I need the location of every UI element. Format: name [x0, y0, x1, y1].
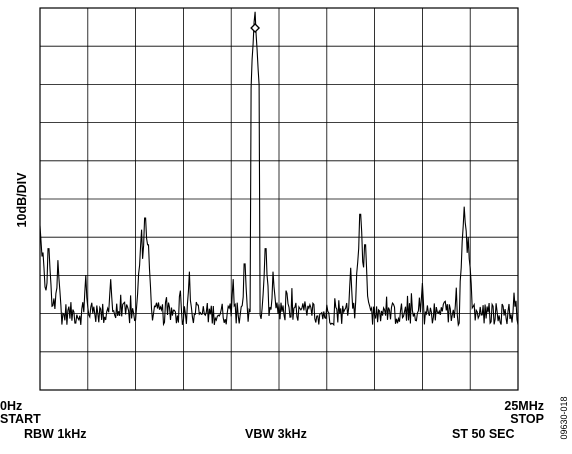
x-start-sub-label: START — [0, 412, 41, 426]
sweep-time-label: ST 50 SEC — [452, 427, 515, 441]
figure-id: 09630-018 — [559, 396, 569, 440]
x-stop-sub-label: STOP — [510, 412, 544, 426]
rbw-label: RBW 1kHz — [24, 427, 87, 441]
peak-marker — [250, 23, 261, 33]
spectrum-trace — [39, 11, 519, 328]
plot-grid — [40, 8, 518, 390]
vbw-label: VBW 3kHz — [245, 427, 307, 441]
y-axis-label: 10dB/DIV — [15, 172, 29, 228]
x-start-label: 0Hz — [0, 399, 23, 413]
x-stop-label: 25MHz — [504, 399, 544, 413]
